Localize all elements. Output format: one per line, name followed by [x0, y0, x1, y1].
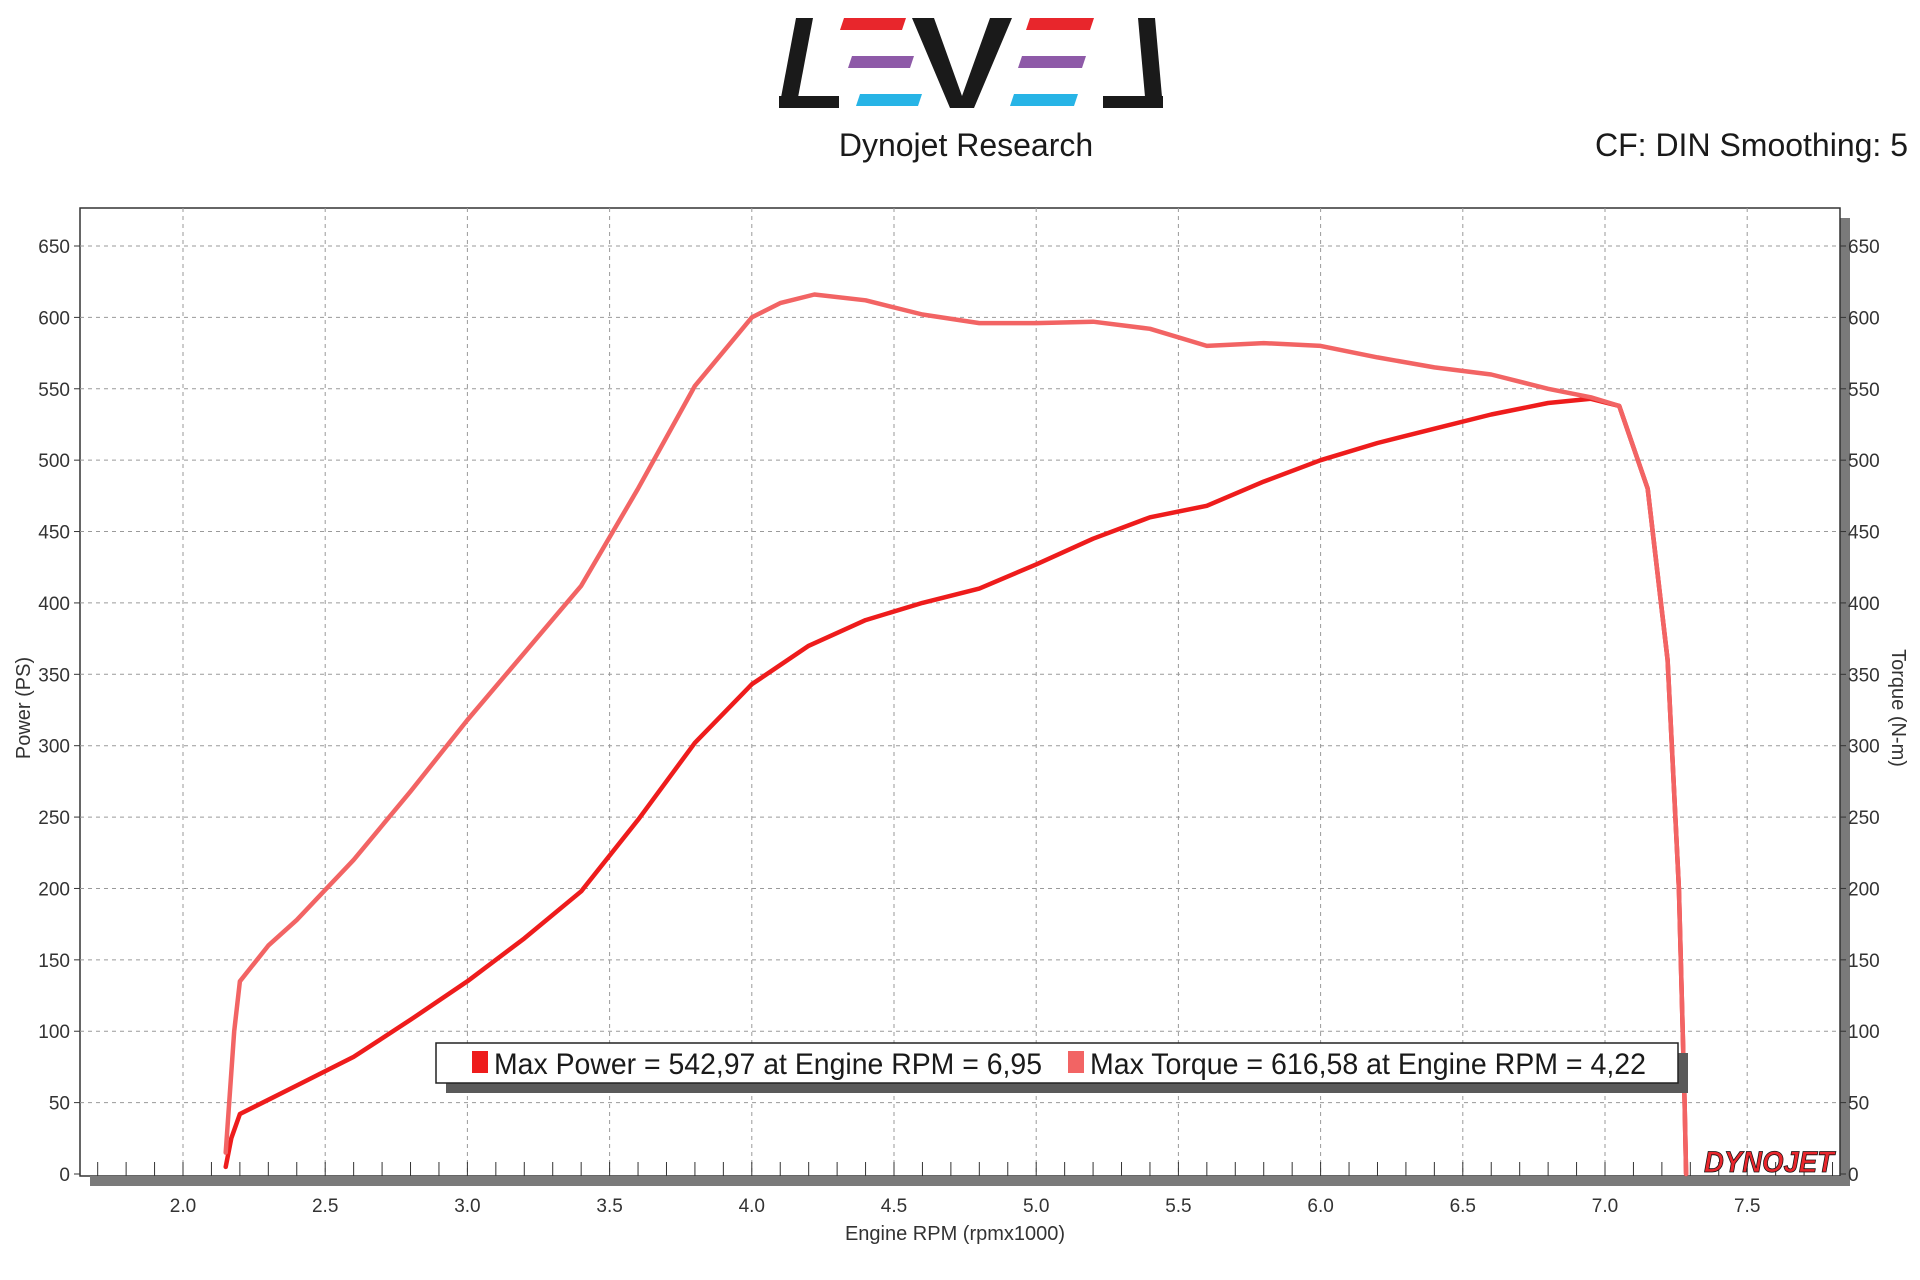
- y-tick-label-right: 150: [1848, 951, 1880, 972]
- series-lines: [223, 292, 1689, 1177]
- x-tick-label: 2.5: [312, 1196, 338, 1217]
- y-tick-label-left: 300: [38, 737, 70, 758]
- legend-swatch-power: [472, 1051, 488, 1073]
- y-tick-label-left: 100: [38, 1022, 70, 1043]
- y-tick-label-right: 50: [1848, 1094, 1869, 1115]
- y-tick-label-left: 650: [38, 237, 70, 258]
- y-tick-label-left: 150: [38, 951, 70, 972]
- x-tick-label: 6.5: [1450, 1196, 1476, 1217]
- torque-series-line: [223, 292, 1689, 1177]
- settings-text: CF: DIN Smoothing: 5: [1595, 127, 1908, 163]
- y-tick-label-right: 100: [1848, 1022, 1880, 1043]
- left-axis-ticks: 0 50 100 150 200 250 300 350 400 450 500 550 600 650: [38, 237, 80, 1186]
- dynojet-watermark: DYNOJET: [1704, 1146, 1836, 1179]
- x-tick-label: 3.5: [596, 1196, 622, 1217]
- legend: Max Power = 542,97 at Engine RPM = 6,95 …: [435, 1042, 1688, 1093]
- y-tick-label-right: 600: [1848, 308, 1880, 329]
- legend-label-torque: Max Torque = 616,58 at Engine RPM = 4,22: [1090, 1048, 1646, 1081]
- y-tick-label-left: 0: [59, 1165, 70, 1186]
- y-axis-label-right: Torque (N-m): [1887, 649, 1909, 767]
- y-tick-label-left: 500: [38, 451, 70, 472]
- y-tick-label-left: 200: [38, 879, 70, 900]
- right-axis-ticks: 0 50 100 150 200 250 300 350 400 450 500 550 600 650: [1840, 237, 1880, 1186]
- x-tick-label: 7.0: [1592, 1196, 1618, 1217]
- x-tick-label: 4.0: [739, 1196, 765, 1217]
- y-tick-label-left: 600: [38, 308, 70, 329]
- y-tick-label-right: 300: [1848, 737, 1880, 758]
- x-tick-label: 3.0: [454, 1196, 480, 1217]
- y-tick-label-left: 450: [38, 523, 70, 544]
- y-tick-label-right: 200: [1848, 879, 1880, 900]
- y-tick-label-right: 400: [1848, 594, 1880, 615]
- y-tick-label-right: 450: [1848, 523, 1880, 544]
- y-tick-label-left: 350: [38, 665, 70, 686]
- legend-label-power: Max Power = 542,97 at Engine RPM = 6,95: [494, 1048, 1042, 1081]
- y-tick-label-left: 400: [38, 594, 70, 615]
- y-axis-label-left: Power (PS): [13, 657, 35, 759]
- x-tick-label: 6.0: [1307, 1196, 1333, 1217]
- y-tick-label-right: 500: [1848, 451, 1880, 472]
- level-logo: [779, 18, 1163, 108]
- y-tick-label-left: 50: [49, 1094, 70, 1115]
- plot-area: [79, 207, 1841, 1177]
- x-tick-label: 7.5: [1734, 1196, 1760, 1217]
- y-tick-label-right: 550: [1848, 380, 1880, 401]
- x-axis-ticks: 2.0 2.5 3.0 3.5 4.0 4.5 5.0 5.5 6.0 6.5 7.0 7.5: [97, 1162, 1834, 1217]
- y-tick-label-left: 550: [38, 380, 70, 401]
- bottom-axis-bar: [90, 1176, 1850, 1186]
- company-name: Dynojet Research: [839, 127, 1093, 163]
- legend-swatch-torque: [1068, 1051, 1084, 1073]
- y-tick-label-right: 250: [1848, 808, 1880, 829]
- x-tick-label: 5.0: [1023, 1196, 1049, 1217]
- x-tick-label: 4.5: [881, 1196, 907, 1217]
- x-axis-label: Engine RPM (rpmx1000): [845, 1223, 1065, 1245]
- x-tick-label: 2.0: [170, 1196, 196, 1217]
- x-tick-label: 5.5: [1165, 1196, 1191, 1217]
- y-tick-label-right: 350: [1848, 665, 1880, 686]
- y-tick-label-right: 0: [1848, 1165, 1859, 1186]
- y-tick-label-right: 650: [1848, 237, 1880, 258]
- grid: [80, 208, 1840, 1176]
- y-tick-label-left: 250: [38, 808, 70, 829]
